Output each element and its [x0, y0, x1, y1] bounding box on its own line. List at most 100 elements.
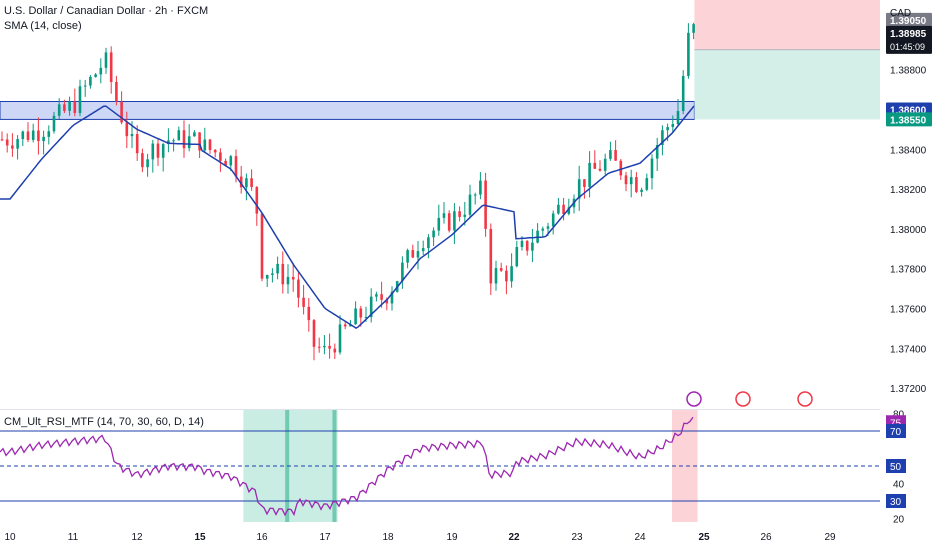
candle-body[interactable]: [333, 348, 337, 353]
candle-body[interactable]: [577, 179, 581, 199]
candle-body[interactable]: [255, 187, 259, 214]
candle-body[interactable]: [245, 178, 248, 188]
candle-body[interactable]: [655, 145, 659, 159]
candle-body[interactable]: [120, 101, 123, 123]
candle-body[interactable]: [390, 291, 394, 304]
candle-body[interactable]: [16, 139, 19, 149]
candle-body[interactable]: [151, 143, 155, 160]
candle-body[interactable]: [551, 213, 555, 227]
candle-body[interactable]: [167, 140, 170, 145]
candle-body[interactable]: [276, 263, 279, 274]
candle-body[interactable]: [583, 179, 586, 187]
candle-body[interactable]: [359, 308, 363, 318]
candle-body[interactable]: [375, 294, 378, 297]
candle-body[interactable]: [635, 177, 638, 192]
candle-body[interactable]: [692, 24, 695, 33]
candle-body[interactable]: [406, 250, 409, 263]
candle-body[interactable]: [302, 297, 305, 307]
candle-body[interactable]: [250, 178, 253, 188]
candle-body[interactable]: [343, 324, 347, 327]
candle-body[interactable]: [666, 127, 669, 131]
event-icon-flash[interactable]: [686, 391, 702, 407]
candle-body[interactable]: [141, 153, 144, 168]
candle-body[interactable]: [286, 276, 290, 285]
candle-body[interactable]: [380, 294, 383, 300]
candle-body[interactable]: [291, 276, 295, 280]
candle-body[interactable]: [479, 180, 482, 195]
candle-body[interactable]: [421, 248, 425, 252]
candle-body[interactable]: [515, 247, 519, 267]
candle-body[interactable]: [505, 270, 508, 282]
price-pane[interactable]: [0, 0, 880, 407]
candle-body[interactable]: [603, 158, 607, 171]
candle-body[interactable]: [260, 213, 264, 279]
candle-body[interactable]: [229, 156, 233, 166]
candle-body[interactable]: [494, 268, 498, 284]
candle-body[interactable]: [401, 262, 404, 282]
candle-body[interactable]: [354, 308, 357, 325]
candle-body[interactable]: [453, 211, 456, 231]
candle-body[interactable]: [5, 139, 9, 146]
candle-body[interactable]: [208, 139, 212, 150]
candle-body[interactable]: [541, 228, 545, 231]
candle-body[interactable]: [473, 194, 477, 196]
candle-body[interactable]: [271, 273, 274, 276]
candle-body[interactable]: [203, 139, 207, 151]
candle-body[interactable]: [193, 132, 196, 137]
candle-body[interactable]: [650, 158, 654, 179]
candle-body[interactable]: [130, 134, 134, 137]
candle-body[interactable]: [26, 131, 30, 140]
candle-body[interactable]: [125, 122, 129, 137]
candle-body[interactable]: [328, 345, 331, 349]
candle-body[interactable]: [0, 139, 4, 141]
candle-body[interactable]: [640, 189, 643, 192]
candle-body[interactable]: [281, 263, 285, 285]
candle-body[interactable]: [369, 296, 373, 318]
candle-body[interactable]: [31, 130, 35, 140]
event-icon-us-flag[interactable]: [797, 391, 813, 407]
candle-body[interactable]: [198, 132, 201, 151]
candle-body[interactable]: [312, 320, 316, 347]
candle-body[interactable]: [437, 217, 441, 231]
candle-body[interactable]: [614, 150, 617, 161]
candle-body[interactable]: [234, 156, 238, 177]
candle-body[interactable]: [416, 251, 420, 258]
candle-body[interactable]: [89, 76, 92, 86]
candle-body[interactable]: [676, 111, 680, 125]
candle-body[interactable]: [11, 145, 14, 149]
candle-body[interactable]: [21, 131, 25, 140]
candle-body[interactable]: [83, 85, 87, 87]
candle-body[interactable]: [609, 150, 612, 159]
candle-body[interactable]: [37, 130, 40, 142]
candle-body[interactable]: [629, 177, 633, 185]
candle-body[interactable]: [265, 275, 269, 279]
candle-body[interactable]: [172, 140, 175, 142]
candle-body[interactable]: [661, 130, 664, 146]
candle-body[interactable]: [593, 162, 597, 169]
candle-body[interactable]: [323, 345, 326, 348]
candle-body[interactable]: [73, 101, 77, 113]
candle-body[interactable]: [239, 176, 243, 188]
candle-body[interactable]: [598, 168, 602, 171]
candle-body[interactable]: [447, 213, 451, 231]
candle-body[interactable]: [146, 159, 149, 168]
candle-body[interactable]: [156, 143, 160, 158]
candle-body[interactable]: [115, 81, 118, 102]
event-icon-us-flag[interactable]: [735, 391, 751, 407]
candle-body[interactable]: [567, 207, 571, 214]
candle-body[interactable]: [562, 204, 565, 214]
candle-body[interactable]: [187, 136, 191, 149]
candle-body[interactable]: [510, 266, 513, 282]
candle-body[interactable]: [671, 124, 675, 128]
candle-body[interactable]: [99, 67, 103, 75]
candle-body[interactable]: [468, 194, 472, 215]
candle-body[interactable]: [458, 211, 461, 217]
candle-body[interactable]: [525, 240, 529, 251]
candle-body[interactable]: [63, 104, 66, 111]
candle-body[interactable]: [297, 279, 300, 298]
candle-body[interactable]: [161, 144, 165, 158]
candle-body[interactable]: [499, 268, 503, 271]
candle-body[interactable]: [135, 134, 139, 154]
candle-body[interactable]: [219, 152, 222, 161]
